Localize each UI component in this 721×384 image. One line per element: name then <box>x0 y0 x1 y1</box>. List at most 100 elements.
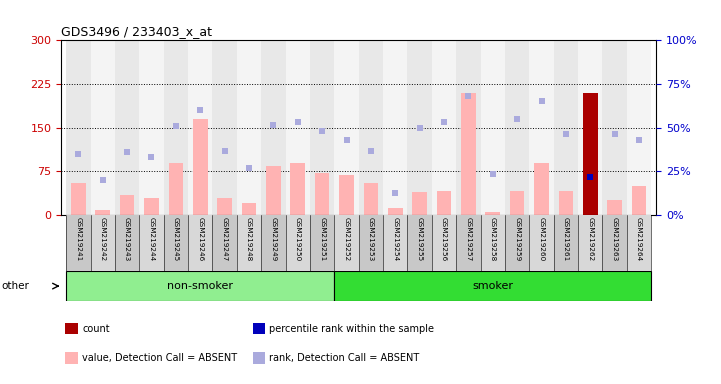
Text: GSM219247: GSM219247 <box>221 217 228 261</box>
Bar <box>193 119 208 215</box>
Text: GSM219245: GSM219245 <box>173 217 179 261</box>
Bar <box>286 215 310 271</box>
Bar <box>261 40 286 215</box>
Bar <box>66 215 91 271</box>
Bar <box>164 215 188 271</box>
Bar <box>529 40 554 215</box>
Bar <box>432 40 456 215</box>
Bar <box>139 40 164 215</box>
Bar <box>554 215 578 271</box>
Text: other: other <box>1 281 30 291</box>
Bar <box>261 215 286 271</box>
Text: GSM219253: GSM219253 <box>368 217 374 261</box>
Bar <box>578 40 603 215</box>
Bar <box>481 215 505 271</box>
Text: rank, Detection Call = ABSENT: rank, Detection Call = ABSENT <box>270 353 420 363</box>
Bar <box>554 40 578 215</box>
Bar <box>603 40 627 215</box>
Text: GSM219262: GSM219262 <box>588 217 593 261</box>
Bar <box>144 197 159 215</box>
Text: GSM219264: GSM219264 <box>636 217 642 261</box>
Bar <box>363 183 379 215</box>
Bar <box>66 40 91 215</box>
Bar <box>505 40 529 215</box>
Bar <box>407 40 432 215</box>
Bar <box>253 323 265 334</box>
Bar <box>461 93 476 215</box>
Text: GSM219249: GSM219249 <box>270 217 276 261</box>
Bar <box>71 183 86 215</box>
Bar <box>412 192 427 215</box>
Bar <box>485 212 500 215</box>
Bar <box>383 40 407 215</box>
Bar <box>91 215 115 271</box>
Bar <box>529 215 554 271</box>
Bar <box>169 163 183 215</box>
Text: percentile rank within the sample: percentile rank within the sample <box>270 323 435 334</box>
Bar <box>359 215 383 271</box>
Text: GSM219261: GSM219261 <box>563 217 569 261</box>
Text: GDS3496 / 233403_x_at: GDS3496 / 233403_x_at <box>61 25 212 38</box>
Text: value, Detection Call = ABSENT: value, Detection Call = ABSENT <box>82 353 237 363</box>
Text: GSM219255: GSM219255 <box>417 217 423 261</box>
Bar <box>95 210 110 215</box>
Bar <box>534 163 549 215</box>
Bar <box>603 215 627 271</box>
Text: GSM219243: GSM219243 <box>124 217 130 261</box>
Text: GSM219263: GSM219263 <box>611 217 618 261</box>
Bar <box>213 215 236 271</box>
Text: GSM219250: GSM219250 <box>295 217 301 261</box>
Text: GSM219258: GSM219258 <box>490 217 496 261</box>
Bar <box>217 197 232 215</box>
Bar <box>481 40 505 215</box>
Text: smoker: smoker <box>472 281 513 291</box>
Bar <box>66 271 335 301</box>
Bar <box>242 204 256 215</box>
Bar <box>213 40 236 215</box>
Text: GSM219256: GSM219256 <box>441 217 447 261</box>
Text: count: count <box>82 323 110 334</box>
Bar <box>315 172 329 215</box>
Bar <box>559 190 573 215</box>
Bar <box>115 40 139 215</box>
Bar <box>335 215 359 271</box>
Bar <box>335 271 651 301</box>
Text: GSM219254: GSM219254 <box>392 217 398 261</box>
Text: GSM219251: GSM219251 <box>319 217 325 261</box>
Text: GSM219252: GSM219252 <box>343 217 350 261</box>
Bar <box>91 40 115 215</box>
Bar <box>310 215 335 271</box>
Bar <box>66 323 78 334</box>
Text: GSM219241: GSM219241 <box>76 217 81 261</box>
Text: GSM219257: GSM219257 <box>465 217 472 261</box>
Bar <box>578 215 603 271</box>
Text: GSM219246: GSM219246 <box>198 217 203 261</box>
Text: non-smoker: non-smoker <box>167 281 233 291</box>
Bar <box>359 40 383 215</box>
Bar <box>632 186 646 215</box>
Text: GSM219259: GSM219259 <box>514 217 520 261</box>
Text: GSM219260: GSM219260 <box>539 217 544 261</box>
Bar <box>335 40 359 215</box>
Bar <box>388 208 402 215</box>
Bar <box>266 166 280 215</box>
Bar <box>120 195 134 215</box>
Bar <box>505 215 529 271</box>
Bar <box>510 190 524 215</box>
Bar <box>188 40 213 215</box>
Bar <box>188 215 213 271</box>
Text: GSM219244: GSM219244 <box>149 217 154 261</box>
Bar <box>627 215 651 271</box>
Text: GSM219248: GSM219248 <box>246 217 252 261</box>
Bar <box>627 40 651 215</box>
Bar <box>456 40 481 215</box>
Bar <box>115 215 139 271</box>
Bar <box>286 40 310 215</box>
Bar <box>253 352 265 364</box>
Bar <box>139 215 164 271</box>
Bar <box>236 215 261 271</box>
Bar <box>437 190 451 215</box>
Bar <box>383 215 407 271</box>
Bar <box>607 200 622 215</box>
Bar <box>291 163 305 215</box>
